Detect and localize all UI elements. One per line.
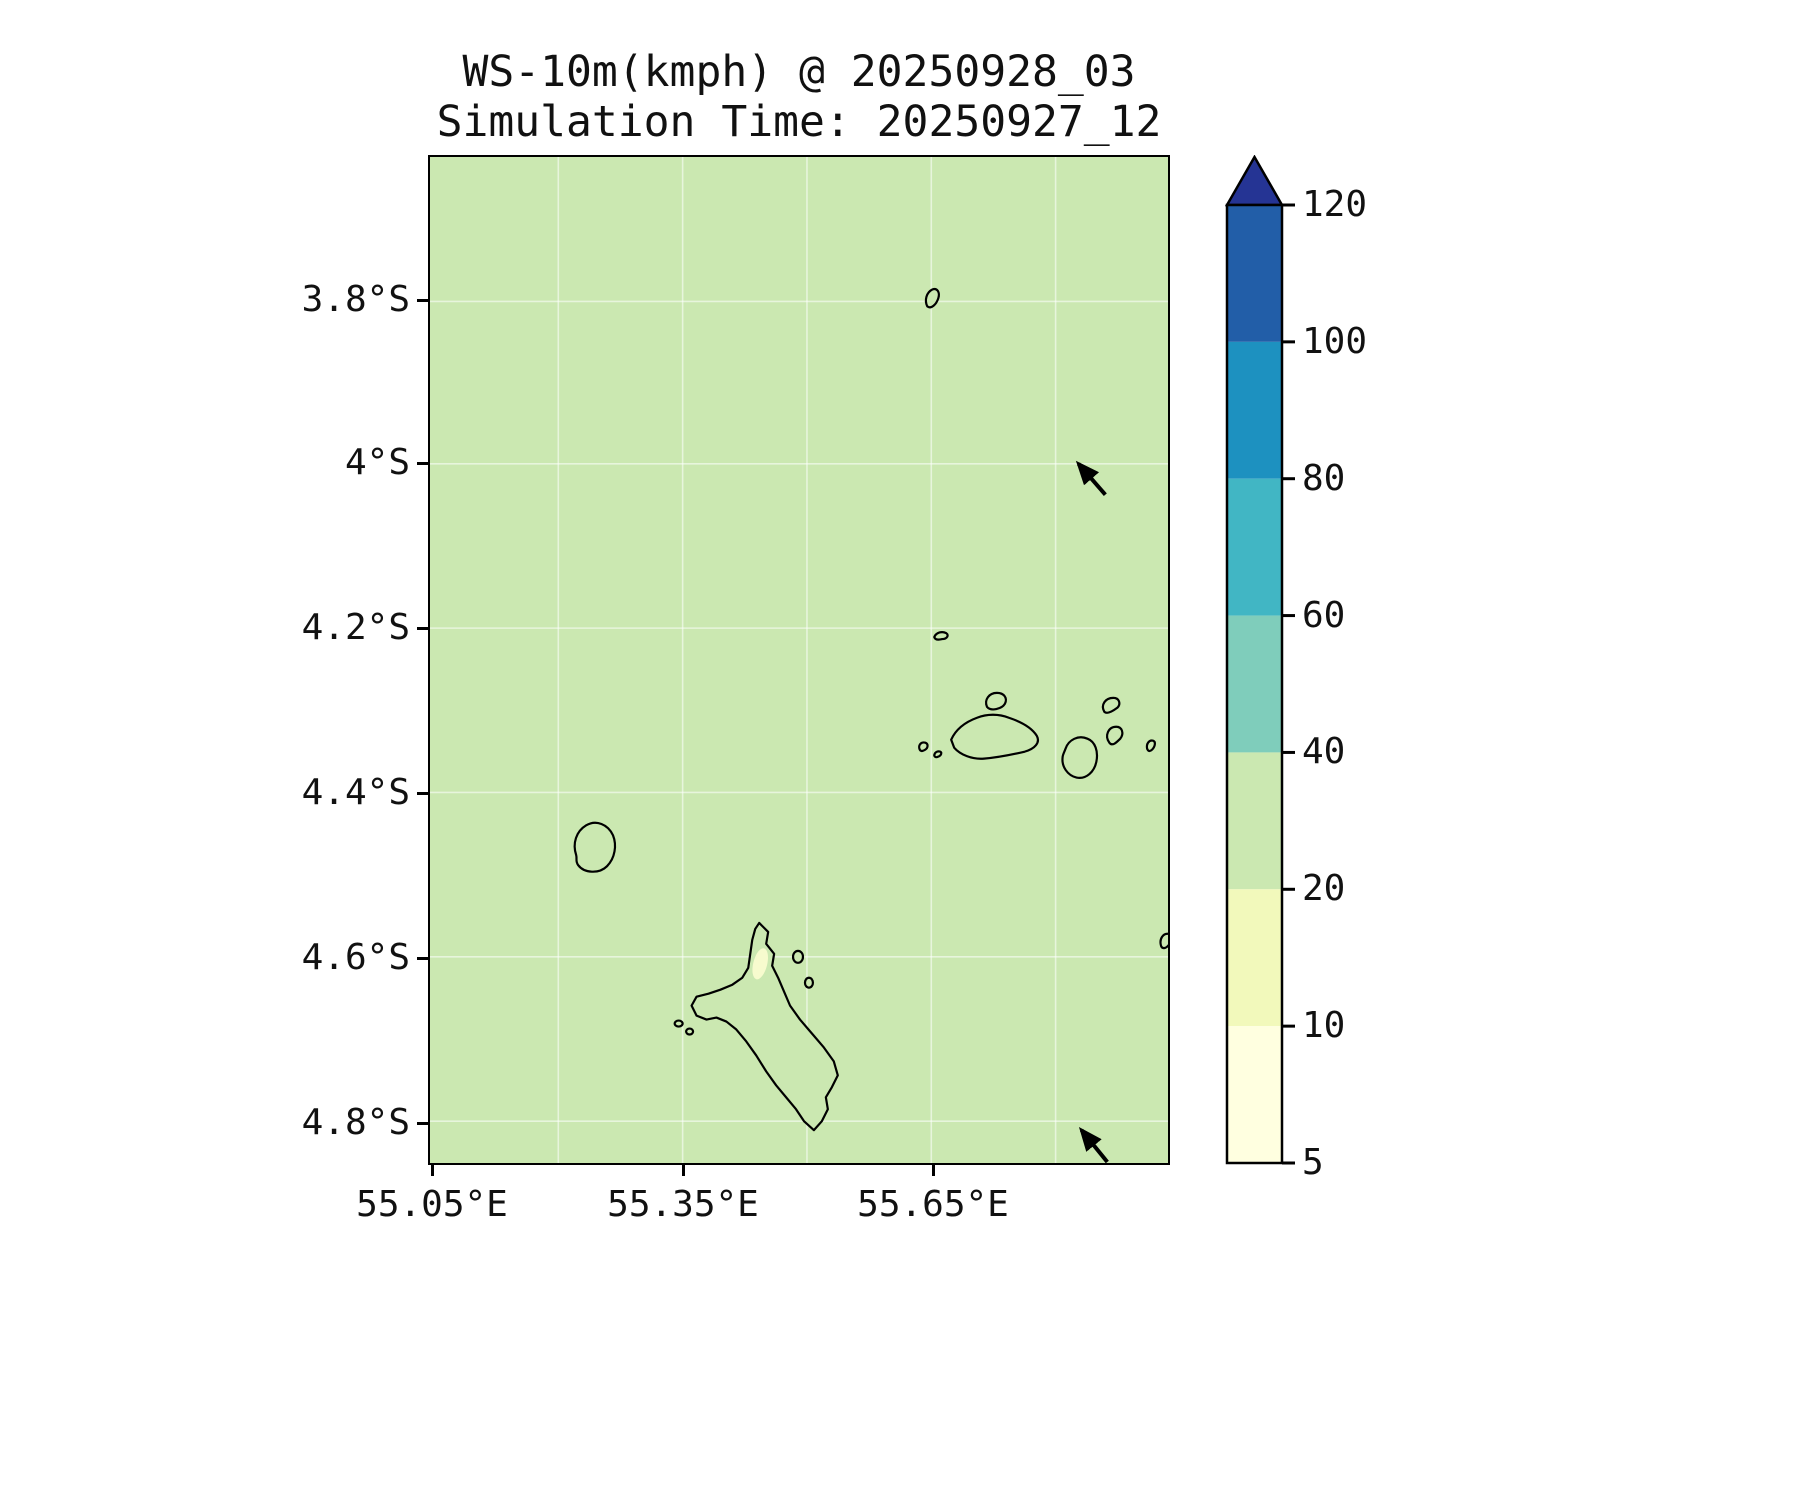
coastlines [573, 287, 1168, 1132]
plot-title: WS-10m(kmph) @ 20250928_03 [462, 47, 1136, 97]
islet-east [1145, 739, 1156, 753]
wind-arrows [1075, 460, 1109, 1163]
islet-st-anne [791, 949, 805, 964]
island-silhouette [573, 821, 617, 873]
y-tick-label: 4.2°S [301, 607, 410, 648]
island-marianne [1106, 725, 1124, 746]
island-ladigue [1061, 736, 1099, 779]
y-tickmark [417, 627, 428, 630]
gridlines [430, 157, 1168, 1163]
colorbar-segment-5-10 [1227, 1026, 1282, 1163]
y-tick-label: 3.8°S [301, 279, 410, 320]
colorbar-label: 100 [1302, 321, 1368, 362]
y-tickmark [417, 957, 428, 960]
island-felicite [1101, 696, 1121, 714]
island-fregate-edge [1159, 932, 1168, 950]
islet-cerf [803, 976, 815, 989]
colorbar-label: 5 [1302, 1142, 1324, 1183]
colorbar-segment-40-60 [1227, 615, 1282, 753]
colorbar-label: 120 [1302, 184, 1368, 225]
x-tickmark [932, 1165, 935, 1176]
y-tick-label: 4.4°S [301, 772, 410, 813]
islet-near-praslin [933, 750, 943, 759]
y-tickmark [417, 792, 428, 795]
wind-arrow-south [1078, 1127, 1109, 1163]
y-tick-label: 4.6°S [301, 937, 410, 978]
y-tick-label: 4.8°S [301, 1102, 410, 1143]
colorbar-ticks [1282, 203, 1295, 1165]
islet-therese [673, 1019, 684, 1028]
colorbar-label: 60 [1302, 595, 1346, 636]
map-canvas [430, 157, 1168, 1163]
wind-arrow-north [1075, 460, 1107, 496]
colorbar-segment-20-40 [1227, 752, 1282, 890]
x-tick-label: 55.65°E [857, 1184, 1009, 1225]
y-tick-label: 4°S [344, 442, 410, 483]
map-plot-area [428, 155, 1170, 1165]
plot-subtitle: Simulation Time: 20250927_12 [436, 97, 1162, 147]
y-tickmark [417, 462, 428, 465]
colorbar-segment-10-20 [1227, 889, 1282, 1027]
x-tickmark [431, 1165, 434, 1176]
x-tickmark [682, 1165, 685, 1176]
colorbar-segment-80-100 [1227, 341, 1282, 479]
x-tick-label: 55.35°E [607, 1184, 759, 1225]
colorbar-label: 40 [1302, 731, 1346, 772]
islet-conception [685, 1027, 695, 1036]
x-tick-label: 55.05°E [356, 1184, 508, 1225]
colorbar-label: 10 [1302, 1005, 1346, 1046]
y-tickmark [417, 1122, 428, 1125]
colorbar-label: 80 [1302, 458, 1346, 499]
island-praslin [950, 713, 1040, 760]
island-mahe [690, 921, 839, 1132]
low-wind-contour-patch [752, 948, 768, 980]
island-aride [924, 287, 940, 309]
island-cousine [933, 631, 949, 641]
colorbar-segment-60-80 [1227, 478, 1282, 616]
colorbar [1225, 155, 1295, 1165]
colorbar-over-arrow [1225, 155, 1285, 207]
island-cousin [918, 741, 929, 753]
colorbar-segment-100-120 [1227, 205, 1282, 342]
y-tickmark [417, 299, 428, 302]
island-curieuse [985, 691, 1007, 711]
colorbar-label: 20 [1302, 868, 1346, 909]
colorbar-frame [1225, 203, 1284, 1165]
